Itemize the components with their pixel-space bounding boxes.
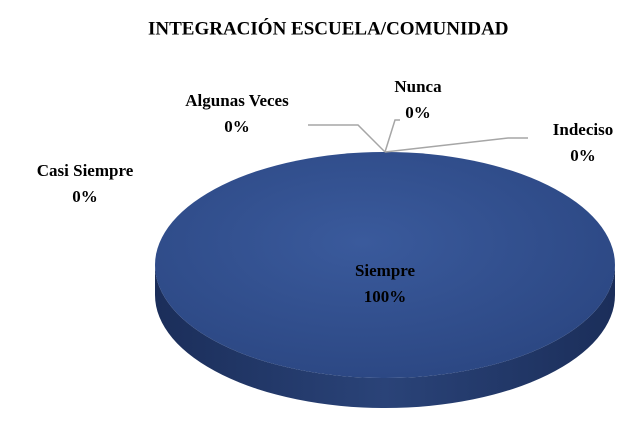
pie-slice (155, 152, 615, 378)
category-label: Siempre (355, 261, 416, 280)
value-label: 0% (72, 187, 98, 206)
chart-title: INTEGRACIÓN ESCUELA/COMUNIDAD (148, 17, 509, 39)
leader-line (308, 124, 386, 153)
pie-side (155, 265, 615, 408)
leader-line (384, 119, 400, 153)
value-label: 0% (570, 146, 596, 165)
value-label: 0% (224, 117, 250, 136)
category-label: Casi Siempre (37, 161, 134, 180)
category-label: Algunas Veces (185, 91, 289, 110)
value-label: 100% (364, 287, 407, 306)
category-label: Nunca (394, 77, 442, 96)
value-label: 0% (405, 103, 431, 122)
category-label: Indeciso (553, 120, 613, 139)
leader-line (384, 137, 528, 153)
